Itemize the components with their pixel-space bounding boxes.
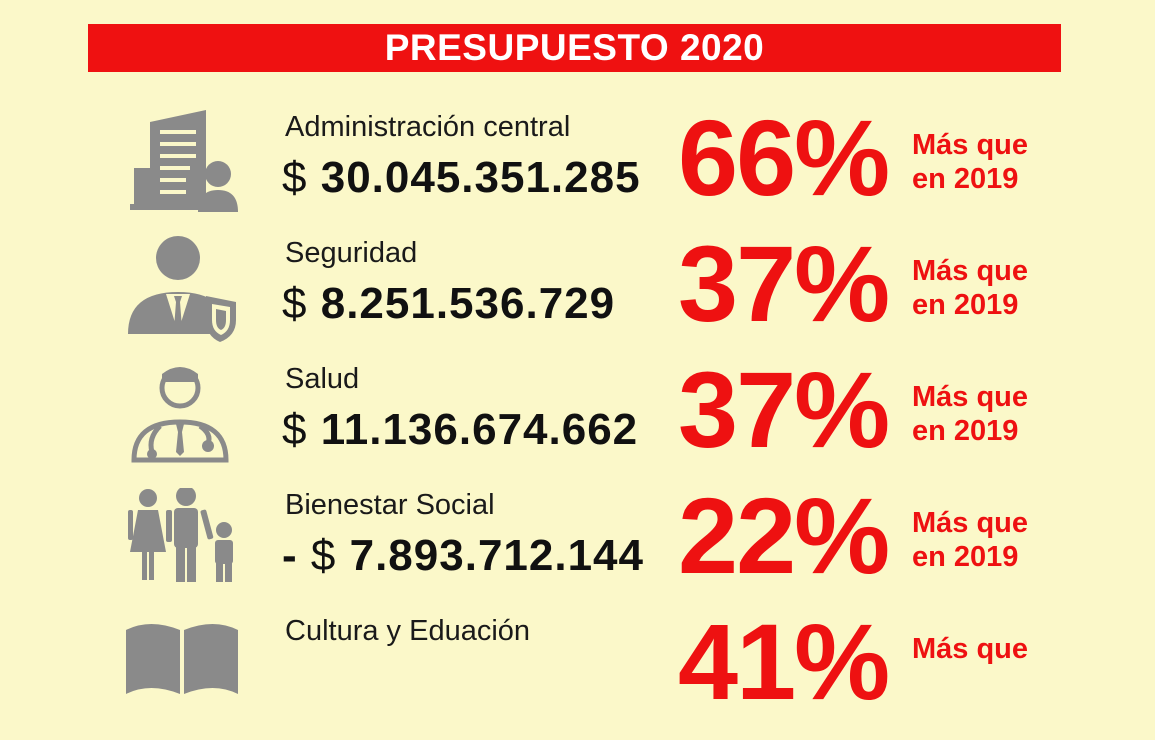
security-person-icon xyxy=(120,236,245,346)
percent-value: 41% xyxy=(678,601,890,722)
category-label: Administración central xyxy=(285,111,571,143)
building-person-icon xyxy=(120,110,245,220)
budget-row-bienestar: Bienestar Social - $ 7.893.712.144 22% M… xyxy=(0,480,1155,614)
budget-row-administracion: Administración central $ 30.045.351.285 … xyxy=(0,102,1155,236)
percent-value: 37% xyxy=(678,223,890,344)
doctor-icon xyxy=(120,362,245,472)
category-label: Cultura y Eduación xyxy=(285,615,531,647)
budget-row-cultura: Cultura y Eduación 41% Más que xyxy=(0,606,1155,740)
category-label: Salud xyxy=(285,363,360,395)
comparison-note: Más que en 2019 xyxy=(912,381,1029,447)
category-label: Seguridad xyxy=(285,237,418,269)
percent-value: 66% xyxy=(678,97,890,218)
amount-value: $ 8.251.536.729 xyxy=(282,279,616,328)
comparison-note: Más que en 2019 xyxy=(912,507,1029,573)
percent-value: 22% xyxy=(678,475,890,596)
family-icon xyxy=(120,488,245,598)
percent-value: 37% xyxy=(678,349,890,470)
comparison-note: Más que en 2019 xyxy=(912,255,1029,321)
amount-value: $ 11.136.674.662 xyxy=(282,405,639,454)
comparison-note: Más que xyxy=(912,633,1029,665)
comparison-note: Más que en 2019 xyxy=(912,129,1029,195)
budget-row-seguridad: Seguridad $ 8.251.536.729 37% Más que en … xyxy=(0,228,1155,362)
title-banner: PRESUPUESTO 2020 xyxy=(88,24,1061,72)
amount-value: - $ 7.893.712.144 xyxy=(282,531,644,580)
category-label: Bienestar Social xyxy=(285,489,495,521)
budget-row-salud: Salud $ 11.136.674.662 37% Más que en 201… xyxy=(0,354,1155,488)
book-icon xyxy=(120,614,245,724)
amount-value: $ 30.045.351.285 xyxy=(282,153,641,202)
